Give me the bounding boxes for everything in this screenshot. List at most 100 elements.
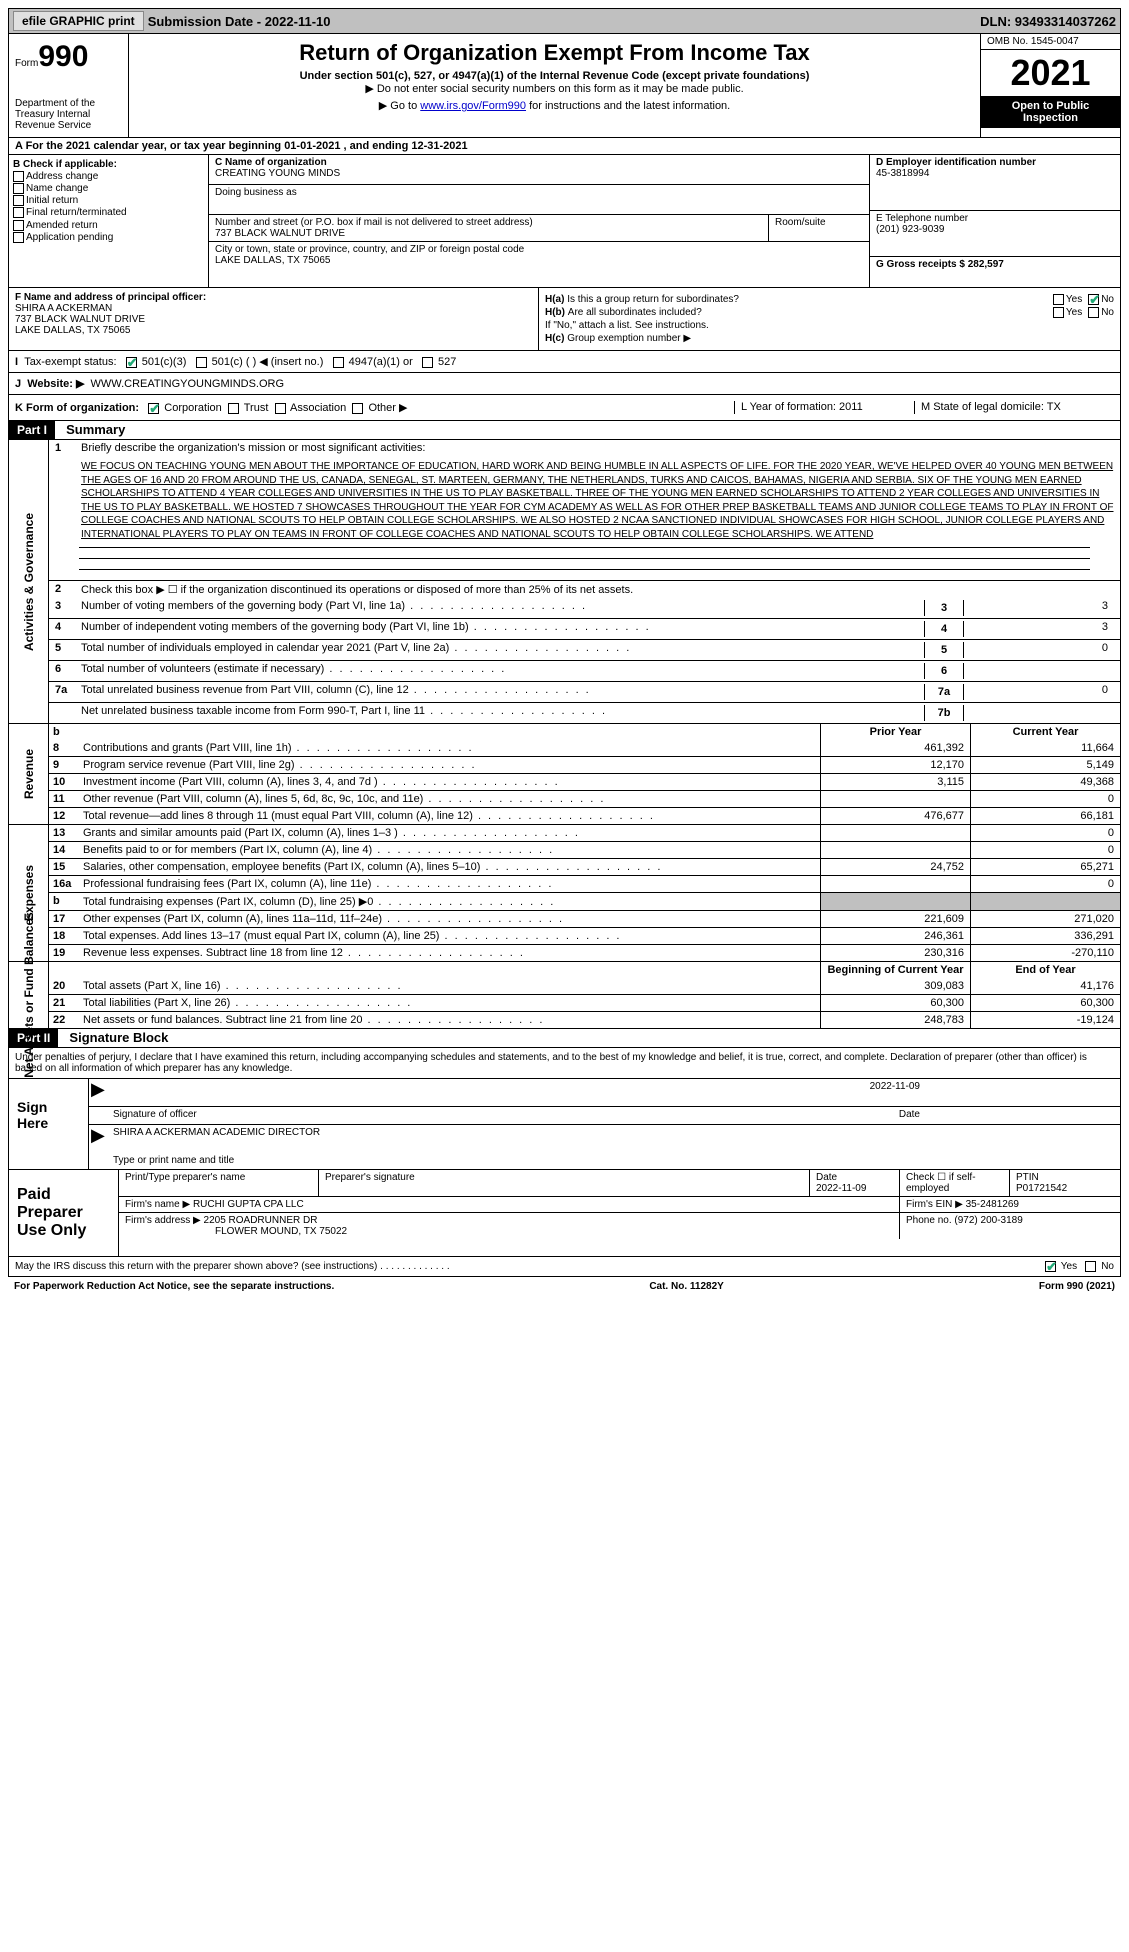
cb-initial-return[interactable]: Initial return (13, 195, 204, 206)
type-name-label: Type or print name and title (113, 1155, 234, 1166)
revenue-line: 8Contributions and grants (Part VIII, li… (49, 740, 1120, 756)
tax-status-label: Tax-exempt status: (24, 356, 116, 368)
cat-no: Cat. No. 11282Y (334, 1281, 1039, 1292)
h-note: If "No," attach a list. See instructions… (545, 320, 1114, 331)
cb-application-pending[interactable]: Application pending (13, 232, 204, 243)
ein-value: 45-3818994 (876, 168, 1114, 179)
ha-no[interactable]: No (1088, 294, 1114, 305)
cb-501c[interactable]: 501(c) ( ) ◀ (insert no.) (196, 356, 324, 368)
firm-name-cell: Firm's name ▶ RUCHI GUPTA CPA LLC (119, 1197, 900, 1212)
omb-number: OMB No. 1545-0047 (981, 34, 1120, 50)
b-title: B Check if applicable: (13, 159, 204, 170)
phone-label: E Telephone number (876, 213, 1114, 224)
form-title: Return of Organization Exempt From Incom… (141, 40, 968, 66)
website-label: Website: ▶ (27, 378, 84, 390)
efile-print-button[interactable]: efile GRAPHIC print (13, 11, 144, 31)
discuss-question: May the IRS discuss this return with the… (15, 1261, 377, 1272)
cb-trust[interactable]: Trust (228, 402, 269, 414)
vlabel-governance: Activities & Governance (9, 440, 49, 723)
firm-ein-cell: Firm's EIN ▶ 35-2481269 (900, 1197, 1120, 1212)
cb-address-change[interactable]: Address change (13, 171, 204, 182)
city-value: LAKE DALLAS, TX 75065 (215, 255, 863, 266)
section-c: C Name of organization CREATING YOUNG MI… (209, 155, 870, 287)
gov-line: 7aTotal unrelated business revenue from … (49, 681, 1120, 702)
officer-typed-name: SHIRA A ACKERMAN ACADEMIC DIRECTOR (113, 1127, 320, 1138)
paperwork-notice: For Paperwork Reduction Act Notice, see … (14, 1281, 334, 1292)
cb-501c3[interactable]: 501(c)(3) (126, 356, 187, 368)
website-value: WWW.CREATINGYOUNGMINDS.ORG (91, 378, 285, 390)
department-label: Department of the Treasury Internal Reve… (15, 98, 122, 131)
net-line: 21Total liabilities (Part X, line 26)60,… (49, 994, 1120, 1011)
col-begin: Beginning of Current Year (820, 962, 970, 978)
form-prefix: Form (15, 58, 38, 69)
preparer-block: Paid Preparer Use Only Print/Type prepar… (8, 1170, 1121, 1257)
name-arrow-icon: ▶ (91, 1125, 105, 1146)
revenue-line: 9Program service revenue (Part VIII, lin… (49, 756, 1120, 773)
top-bar: efile GRAPHIC print Submission Date - 20… (8, 8, 1121, 34)
officer-addr1: 737 BLACK WALNUT DRIVE (15, 314, 532, 325)
discuss-no[interactable]: No (1085, 1261, 1114, 1272)
expense-line: bTotal fundraising expenses (Part IX, co… (49, 892, 1120, 910)
col-end: End of Year (970, 962, 1120, 978)
prep-name-label: Print/Type preparer's name (119, 1170, 319, 1196)
revenue-line: 12Total revenue—add lines 8 through 11 (… (49, 807, 1120, 824)
hb-label: Are all subordinates included? (568, 307, 1047, 318)
irs-link[interactable]: www.irs.gov/Form990 (420, 100, 526, 112)
firm-phone-cell: Phone no. (972) 200-3189 (900, 1213, 1120, 1239)
revenue-section: Revenue bPrior YearCurrent Year 8Contrib… (8, 724, 1121, 825)
goto-prefix: ▶ Go to (379, 100, 420, 112)
discuss-row: May the IRS discuss this return with the… (8, 1257, 1121, 1277)
form-footer: Form 990 (2021) (1039, 1281, 1115, 1292)
mission-label: Briefly describe the organization's miss… (81, 442, 1114, 454)
sign-here-label: Sign Here (9, 1079, 89, 1169)
gross-receipts: G Gross receipts $ 282,597 (876, 259, 1114, 270)
revenue-line: 11Other revenue (Part VIII, column (A), … (49, 790, 1120, 807)
ha-yes[interactable]: Yes (1053, 294, 1082, 305)
firm-addr-cell: Firm's address ▶ 2205 ROADRUNNER DRFLOWE… (119, 1213, 900, 1239)
part1-tag: Part I (9, 421, 55, 439)
cb-4947[interactable]: 4947(a)(1) or (333, 356, 413, 368)
paid-preparer-label: Paid Preparer Use Only (9, 1170, 119, 1256)
expense-line: 13Grants and similar amounts paid (Part … (49, 825, 1120, 841)
form-number: 990 (38, 40, 88, 73)
line2-text: Check this box ▶ ☐ if the organization d… (81, 583, 1114, 596)
self-employed-check[interactable]: Check ☐ if self-employed (900, 1170, 1010, 1196)
prep-date: Date2022-11-09 (810, 1170, 900, 1196)
org-name-label: C Name of organization (215, 157, 863, 168)
ha-label: Is this a group return for subordinates? (567, 294, 1047, 305)
part1-header: Part I Summary (8, 421, 1121, 440)
expense-line: 19Revenue less expenses. Subtract line 1… (49, 944, 1120, 961)
form-header: Form990 Department of the Treasury Inter… (8, 34, 1121, 138)
cb-association[interactable]: Association (275, 402, 347, 414)
submission-date: Submission Date - 2022-11-10 (148, 14, 331, 29)
hb-no[interactable]: No (1088, 307, 1114, 318)
hc-tag: H(c) (545, 333, 564, 344)
signature-block: Under penalties of perjury, I declare th… (8, 1048, 1121, 1170)
expense-line: 16aProfessional fundraising fees (Part I… (49, 875, 1120, 892)
cb-final-return[interactable]: Final return/terminated (13, 207, 204, 218)
hc-label: Group exemption number ▶ (567, 333, 691, 344)
signature-date: 2022-11-09 (870, 1081, 920, 1092)
city-label: City or town, state or province, country… (215, 244, 863, 255)
cb-other[interactable]: Other ▶ (352, 402, 407, 414)
vlabel-revenue: Revenue (9, 724, 49, 824)
org-name: CREATING YOUNG MINDS (215, 168, 863, 179)
addr-value: 737 BLACK WALNUT DRIVE (215, 228, 762, 239)
part2-title: Signature Block (69, 1030, 168, 1045)
cb-name-change[interactable]: Name change (13, 183, 204, 194)
date-label: Date (899, 1109, 920, 1120)
state-domicile: M State of legal domicile: TX (914, 401, 1114, 414)
row-b-label: b (49, 724, 79, 740)
col-current: Current Year (970, 724, 1120, 740)
cb-527[interactable]: 527 (422, 356, 456, 368)
governance-section: Activities & Governance 1Briefly describ… (8, 440, 1121, 724)
vlabel-net: Net Assets or Fund Balances (9, 962, 49, 1028)
cb-corporation[interactable]: Corporation (148, 402, 222, 414)
officer-addr2: LAKE DALLAS, TX 75065 (15, 325, 532, 336)
discuss-yes[interactable]: Yes (1045, 1261, 1077, 1272)
phone-value: (201) 923-9039 (876, 224, 1114, 235)
part1-title: Summary (66, 422, 125, 437)
hb-yes[interactable]: Yes (1053, 307, 1082, 318)
mission-text: WE FOCUS ON TEACHING YOUNG MEN ABOUT THE… (49, 456, 1120, 545)
cb-amended-return[interactable]: Amended return (13, 220, 204, 231)
